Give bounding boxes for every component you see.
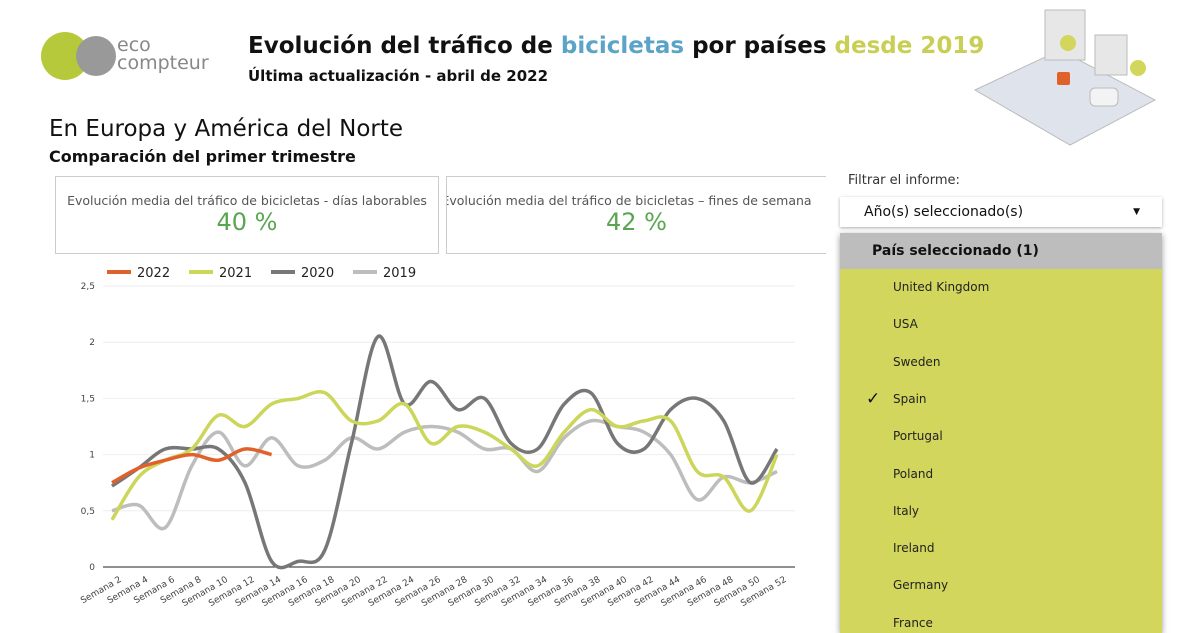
kpi-card: Evolución media del tráfico de bicicleta…: [55, 176, 439, 254]
title-part: por países: [692, 33, 827, 59]
logo-circle: [76, 36, 116, 76]
dropdown-arrow: ▼: [1133, 207, 1140, 217]
y-tick-label: 1: [89, 451, 95, 461]
legend-label: 2020: [301, 266, 334, 281]
dropdown[interactable]: Año(s) seleccionado(s) ▼: [840, 197, 1162, 227]
kpi-value: 42 %: [606, 208, 667, 236]
dropdown-text: Año(s) seleccionado(s): [864, 204, 1024, 220]
country-option[interactable]: United Kingdom: [893, 280, 990, 294]
kpi-label: Evolución media del tráfico de bicicleta…: [67, 193, 427, 208]
kpi-label: Evolución media del tráfico de bicicleta…: [446, 193, 812, 208]
logo-circle: [41, 32, 89, 80]
title-part: Evolución del tráfico de: [248, 33, 553, 59]
country-option[interactable]: Spain: [893, 391, 927, 406]
country-option[interactable]: Ireland: [893, 541, 935, 556]
title: Evolución del tráfico de bicicletas por …: [248, 33, 984, 59]
y-tick-label: 2,5: [81, 282, 95, 292]
title-part: desde 2019: [834, 33, 985, 59]
title-part: bicicletas: [560, 33, 685, 59]
series-line: [111, 334, 779, 570]
series-line: [111, 447, 273, 485]
y-tick-label: 0: [89, 563, 95, 573]
logo-text: eco compteur: [117, 34, 209, 74]
country-option[interactable]: Italy: [893, 503, 920, 518]
illustration: [973, 9, 1157, 146]
subtitle: Última actualización - abril de 2022: [248, 67, 549, 85]
legend-label: 2022: [137, 266, 170, 281]
country-option[interactable]: Poland: [893, 466, 934, 481]
section-title: En Europa y América del Norte: [49, 116, 404, 142]
y-tick-label: 0,5: [81, 507, 95, 517]
y-tick-label: 2: [89, 338, 95, 348]
country-option[interactable]: USA: [893, 317, 918, 332]
series-line: [110, 390, 779, 521]
filter-label: Filtrar el informe:: [848, 173, 960, 188]
y-tick-label: 1,5: [81, 394, 95, 404]
country-panel: País seleccionado (1): [840, 233, 1162, 633]
logo-line: compteur: [117, 52, 209, 74]
legend-label: 2019: [383, 266, 416, 281]
country-option[interactable]: Sweden: [893, 354, 941, 369]
country-option[interactable]: Germany: [893, 578, 949, 593]
kpi-value: 40 %: [216, 208, 278, 236]
list-header: País seleccionado (1): [840, 233, 1162, 269]
series-line: [111, 418, 778, 531]
kpi-card: Evolución media del tráfico de bicicleta…: [446, 176, 826, 254]
legend-label: 2021: [219, 266, 252, 281]
country-option[interactable]: France: [893, 615, 933, 630]
country-option[interactable]: Portugal: [893, 429, 943, 444]
logo-line: eco: [117, 34, 151, 56]
check-mark: ✓: [866, 388, 881, 409]
section-subtitle: Comparación del primer trimestre: [49, 147, 356, 166]
